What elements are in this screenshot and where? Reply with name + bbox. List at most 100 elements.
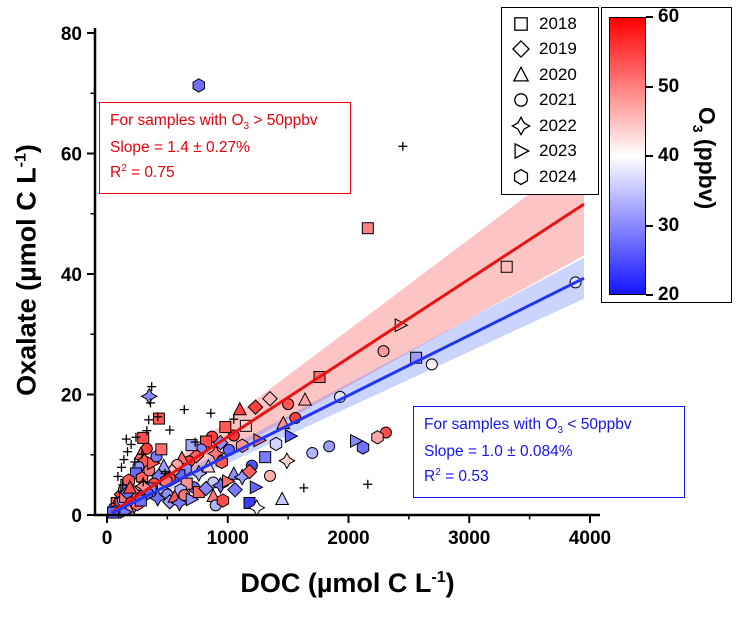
x-tick-label: 1000 [207, 528, 249, 549]
x-tick-label: 0 [102, 528, 113, 549]
legend-year-label: 2018 [539, 13, 577, 33]
y-axis-title-superscript: -1 [12, 153, 30, 168]
data-point-2023 [222, 474, 236, 489]
y-tick-label: 80 [61, 24, 82, 45]
data-point-2021 [264, 469, 277, 482]
x-axis-title-close: ) [445, 568, 455, 598]
annotation-text: = 0.75 [126, 164, 175, 182]
y-tick-label: 0 [71, 506, 82, 527]
x-axis-title-superscript: -1 [431, 569, 446, 586]
annotation-subscript: 3 [557, 425, 564, 437]
data-point-2018 [259, 451, 272, 464]
annotation-text: R [424, 468, 436, 486]
colorbar-tick-label: 20 [658, 284, 680, 305]
annotation-superscript: 2 [121, 163, 127, 175]
annotation-r2-low: R2 = 0.53 [424, 464, 674, 489]
legend-item-2022: 2022 [502, 113, 598, 139]
legend-item-2023: 2023 [502, 139, 598, 165]
colorbar-gradient [609, 17, 646, 295]
x-axis-title: DOC (µmol C L-1) [95, 568, 600, 599]
data-point-2019 [198, 480, 214, 497]
annotation-text: = 0.53 [440, 468, 489, 486]
triangle-up-marker-glyph [512, 65, 530, 82]
annotation-text: For samples with O [424, 416, 558, 433]
legend-year-label: 2021 [539, 90, 577, 110]
data-point-2019 [241, 463, 258, 480]
legend-year-label: 2024 [539, 166, 577, 186]
colorbar-tick-label: 40 [658, 145, 680, 166]
legend-item-2020: 2020 [502, 62, 598, 88]
colorbar-tick [646, 85, 653, 88]
year-legend: 2018 2019 2020 2021 2022 2023 2024 [501, 7, 599, 195]
legend-item-2024: 2024 [502, 164, 598, 190]
annotation-o3-above-50: For samples with O3 > 50ppbv Slope = 1.4… [99, 102, 351, 194]
fit-lines [111, 202, 585, 515]
colorbar-tick-label: 30 [658, 214, 680, 236]
data-point-2020 [232, 401, 247, 416]
axes: 0 1000 2000 3000 4000 0 20 40 60 80 [61, 24, 611, 549]
circle-marker-glyph [514, 93, 528, 108]
annotation-subscript: 3 [243, 121, 250, 133]
data-point-2020 [297, 391, 313, 406]
data-point-2024 [371, 430, 384, 445]
square-marker-glyph [514, 16, 528, 31]
data-point-2019 [262, 390, 278, 407]
y-axis-title: Oxalate (µmol C L-1) [12, 144, 43, 396]
data-point-2024 [269, 436, 283, 452]
data-point-2023 [185, 492, 200, 507]
hexagon-marker-glyph [513, 168, 529, 185]
legend-year-label: 2019 [539, 39, 577, 59]
data-point-2021 [306, 446, 319, 459]
legend-item-2019: 2019 [502, 37, 598, 63]
legend-item-2021: 2021 [502, 88, 598, 114]
legend-item-2018: 2018 [502, 11, 598, 37]
data-point-2023 [350, 433, 364, 449]
data-point-2018 [152, 412, 165, 425]
plus-markers [113, 141, 408, 493]
triangle-right-marker-glyph [514, 143, 531, 160]
data-point-2022 [278, 452, 296, 470]
data-point-2021 [377, 345, 390, 358]
annotation-condition-low: For samples with O3 < 50ppbv [424, 412, 674, 439]
colorbar-title-units: (ppbv) [693, 132, 720, 210]
annotation-text: < 50ppbv [563, 416, 632, 433]
data-point-2021 [425, 358, 438, 371]
y-axis-title-close: ) [11, 144, 42, 154]
legend-year-label: 2023 [539, 141, 577, 161]
annotation-slope-low: Slope = 1.0 ± 0.084% [424, 443, 573, 461]
hexagon-marker-icon [513, 168, 529, 185]
colorbar-panel: O3 (ppbv) 60 50 40 30 20 [601, 6, 732, 305]
x-tick-label: 4000 [569, 528, 611, 549]
colorbar-tick [646, 224, 653, 227]
data-point-2023 [249, 480, 264, 495]
data-point-2018 [361, 222, 374, 235]
annotation-condition-high: For samples with O3 > 50ppbv [110, 108, 340, 135]
fit-line-o3-below-50 [111, 276, 585, 515]
data-point-2018 [219, 421, 232, 434]
data-point-2021 [323, 440, 336, 453]
y-tick-label: 20 [61, 386, 82, 407]
data-point-2023 [284, 428, 299, 444]
data-point-2022 [140, 387, 158, 406]
data-point-2019 [227, 481, 243, 498]
x-tick-label: 3000 [448, 528, 490, 549]
colorbar-title-subscript: 3 [690, 124, 707, 133]
legend-year-label: 2022 [539, 115, 577, 135]
y-axis-title-text: Oxalate (µmol C L [11, 167, 42, 396]
circle-marker-icon [514, 93, 528, 108]
data-point-2022 [170, 494, 189, 512]
legend-year-label: 2020 [539, 64, 577, 84]
data-point-2018 [500, 260, 513, 273]
annotation-text: For samples with O [110, 112, 244, 129]
data-point-2018 [185, 439, 198, 452]
star4-marker-glyph [511, 115, 531, 136]
fit-line-o3-above-50 [111, 202, 585, 514]
annotation-text: > 50ppbv [249, 112, 318, 129]
triangle-up-marker-icon [512, 65, 530, 82]
data-point-2018 [155, 443, 168, 456]
annotation-superscript: 2 [435, 467, 441, 479]
square-marker-icon [514, 16, 528, 31]
colorbar-tick-label: 50 [658, 75, 680, 97]
